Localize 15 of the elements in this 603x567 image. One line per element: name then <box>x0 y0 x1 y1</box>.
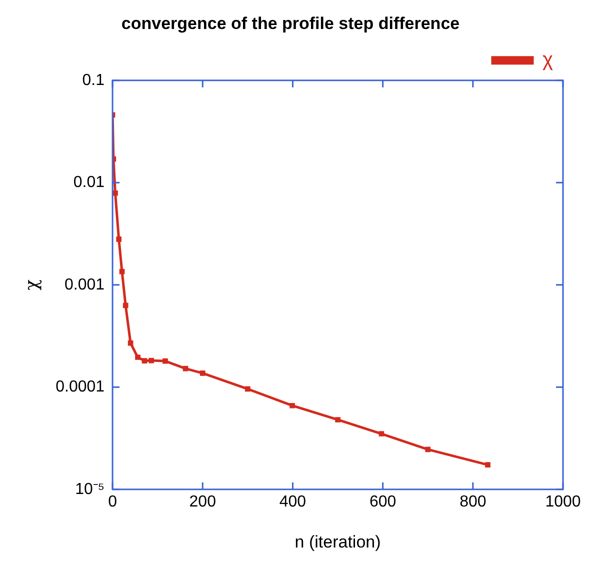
x-tick-label: 600 <box>369 493 396 510</box>
x-tick-label: 200 <box>189 493 216 510</box>
y-tick-label: 0.01 <box>73 174 105 192</box>
chart-title: convergence of the profile step difference <box>121 14 460 33</box>
x-tick-label: 1000 <box>545 493 581 510</box>
y-tick-label: 0.0001 <box>56 378 105 396</box>
y-tick-label: 10⁻⁵ <box>75 480 105 498</box>
x-tick-label: 0 <box>108 493 118 510</box>
x-tick-label: 800 <box>460 493 486 510</box>
x-tick-label: 400 <box>279 493 306 510</box>
y-tick-label: 0.001 <box>64 276 105 294</box>
legend-label: χ <box>542 48 554 71</box>
y-tick-label: 0.1 <box>82 72 105 89</box>
x-axis-title: n (iteration) <box>294 532 381 552</box>
y-axis-title: χ <box>21 279 42 290</box>
